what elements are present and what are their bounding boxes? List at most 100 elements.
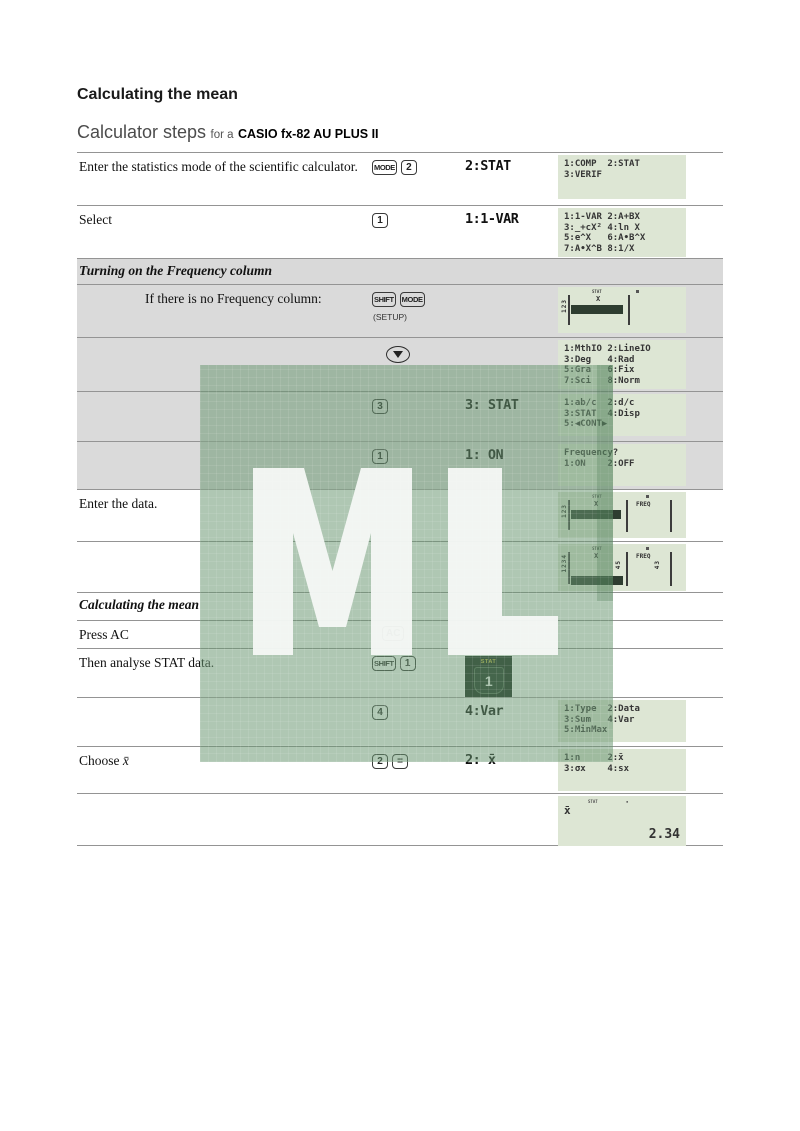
freq-column-label: FREQ: [636, 553, 651, 560]
key-sequence: 4: [372, 698, 465, 746]
ac-key: AC: [382, 626, 405, 641]
instruction-text: Choose x̄: [79, 753, 129, 768]
calculator-screen: 1:ab/c 2:d/c 3:STAT 4:Disp 5:◀CONT▶: [558, 394, 686, 436]
menu-choice-label: 4:Var: [465, 703, 504, 719]
mode-indicator-dot: ▪: [626, 799, 629, 804]
subtitle-main: Calculator steps: [77, 122, 207, 142]
row-numbers: 1234: [561, 554, 568, 573]
key-sequence: 1: [372, 442, 465, 489]
section-header-frequency: Turning on the Frequency column: [77, 258, 723, 284]
freq-values: 43: [654, 560, 661, 570]
key-sequence: 2 =: [372, 747, 465, 793]
setup-caption: (SETUP): [373, 312, 407, 322]
key-sequence: AC: [372, 621, 465, 648]
digit-1-key: 1: [372, 449, 388, 464]
selected-cell-bar: [571, 576, 623, 585]
calculator-screen: 1:COMP 2:STAT 3:VERIF: [558, 155, 686, 199]
selected-cell-bar: [571, 510, 621, 519]
calculator-screen-freq-editor: STAT 123 X FREQ: [558, 492, 686, 538]
menu-choice-label: 1: ON: [465, 447, 504, 463]
stat-key-label: STAT: [480, 659, 497, 665]
digit-2-key: 2: [400, 160, 417, 175]
table-row: Select 1 1:1-VAR 1:1-VAR 2:A+BX 3:_+cX² 4…: [77, 205, 723, 258]
key-sequence: SHIFT 1: [372, 649, 465, 701]
freq-column-label: FREQ: [636, 501, 651, 508]
calculator-screen: 1:n 2:x̄ 3:σx 4:sx: [558, 749, 686, 791]
menu-choice-label: 2: x̄: [465, 752, 496, 768]
instruction-text: Enter the statistics mode of the scienti…: [79, 159, 358, 174]
x-column-label: X: [596, 295, 601, 303]
digit-3-key: 3: [372, 399, 388, 414]
digit-2-key: 2: [372, 754, 388, 769]
shift-key: SHIFT: [372, 656, 396, 671]
shift-key: SHIFT: [372, 292, 396, 307]
row-numbers: 123: [561, 504, 568, 518]
instruction-text: Press AC: [79, 627, 129, 642]
section-title: Calculating the mean: [79, 597, 200, 612]
digit-4-key: 4: [372, 705, 388, 720]
down-arrow-icon: [393, 351, 403, 358]
key-sequence: 1: [372, 206, 465, 258]
page-title: Calculating the mean: [77, 86, 238, 103]
menu-choice-label: 3: STAT: [465, 397, 519, 413]
x-bar-symbol: x̄: [122, 753, 129, 768]
instruction-text: Then analyse STAT data.: [79, 655, 215, 670]
steps-table: Enter the statistics mode of the scienti…: [77, 152, 723, 846]
table-row: STAT 1234 X 45 FREQ 43: [77, 541, 723, 592]
menu-choice-label: 2:STAT: [465, 158, 511, 174]
mode-indicator-dot: [646, 495, 649, 498]
instruction-text: If there is no Frequency column:: [145, 291, 322, 306]
x-column-label: X: [594, 552, 599, 560]
calculator-screen: Frequency? 1:ON 2:OFF: [558, 444, 686, 486]
section-header-mean: Calculating the mean: [77, 592, 723, 620]
x-values: 45: [615, 560, 622, 570]
table-row: Enter the data. STAT 123 X FREQ: [77, 489, 723, 541]
instruction-text: Select: [79, 212, 112, 227]
table-row: 1:MthIO 2:LineIO 3:Deg 4:Rad 5:Gra 6:Fix 7:…: [77, 337, 723, 391]
down-arrow-key: [386, 346, 410, 363]
stat-key-digit: 1: [473, 667, 504, 694]
row-numbers: 123: [561, 299, 568, 313]
key-sequence: 3: [372, 392, 465, 441]
instruction-text: Enter the data.: [79, 496, 158, 511]
x-bar-symbol: x̄: [564, 804, 571, 817]
digit-1-key: 1: [372, 213, 388, 228]
table-row: 1 1: ON Frequency? 1:ON 2:OFF: [77, 441, 723, 489]
x-column-label: X: [594, 500, 599, 508]
mean-result-value: 2.34: [648, 827, 680, 842]
key-sequence: MODE 2: [372, 153, 465, 205]
key-sequence: SHIFT MODE (SETUP): [372, 285, 465, 337]
stat-key-photo: STAT 1: [465, 656, 512, 701]
table-row: Choose x̄ 2 = 2: x̄ 1:n 2:x̄ 3:σx 4:sx: [77, 746, 723, 793]
mode-indicator-dot: [636, 290, 639, 293]
calculator-screen-freq-editor-data: STAT 1234 X 45 FREQ 43: [558, 544, 686, 591]
table-row: Enter the statistics mode of the scienti…: [77, 152, 723, 205]
section-title: Turning on the Frequency column: [79, 263, 273, 278]
stat-indicator: STAT: [592, 289, 602, 294]
page-subtitle: Calculator steps for a CASIO fx-82 AU PL…: [77, 122, 379, 143]
key-sequence: [372, 338, 465, 391]
mode-key: MODE: [399, 292, 425, 307]
table-row: 4 4:Var 1:Type 2:Data 3:Sum 4:Var 5:MinMax: [77, 697, 723, 746]
table-row: Press AC AC: [77, 620, 723, 648]
digit-1-key: 1: [399, 656, 416, 671]
calculator-screen: 1:1-VAR 2:A+BX 3:_+cX² 4:ln X 5:e^X 6:A•B^…: [558, 208, 686, 257]
stat-indicator: STAT: [592, 546, 602, 551]
stat-indicator: STAT: [588, 799, 598, 804]
table-row: 3 3: STAT 1:ab/c 2:d/c 3:STAT 4:Disp 5:◀CO…: [77, 391, 723, 441]
table-row: STAT ▪ x̄ 2.34: [77, 793, 723, 846]
menu-choice-label: 1:1-VAR: [465, 211, 519, 227]
calculator-model: CASIO fx-82 AU PLUS II: [237, 127, 379, 141]
mode-key: MODE: [372, 160, 397, 175]
selected-cell-bar: [571, 305, 623, 314]
mode-indicator-dot: [646, 547, 649, 550]
stat-indicator: STAT: [592, 494, 602, 499]
calculator-screen: 1:MthIO 2:LineIO 3:Deg 4:Rad 5:Gra 6:Fix 7:…: [558, 340, 686, 389]
calculator-screen-stat-editor: STAT 123 X: [558, 287, 686, 333]
table-row: If there is no Frequency column: SHIFT MO…: [77, 284, 723, 337]
subtitle-connector: for a: [210, 129, 234, 141]
calculator-screen-result: STAT ▪ x̄ 2.34: [558, 796, 686, 846]
calculator-screen: 1:Type 2:Data 3:Sum 4:Var 5:MinMax: [558, 700, 686, 742]
equals-key: =: [392, 754, 408, 769]
